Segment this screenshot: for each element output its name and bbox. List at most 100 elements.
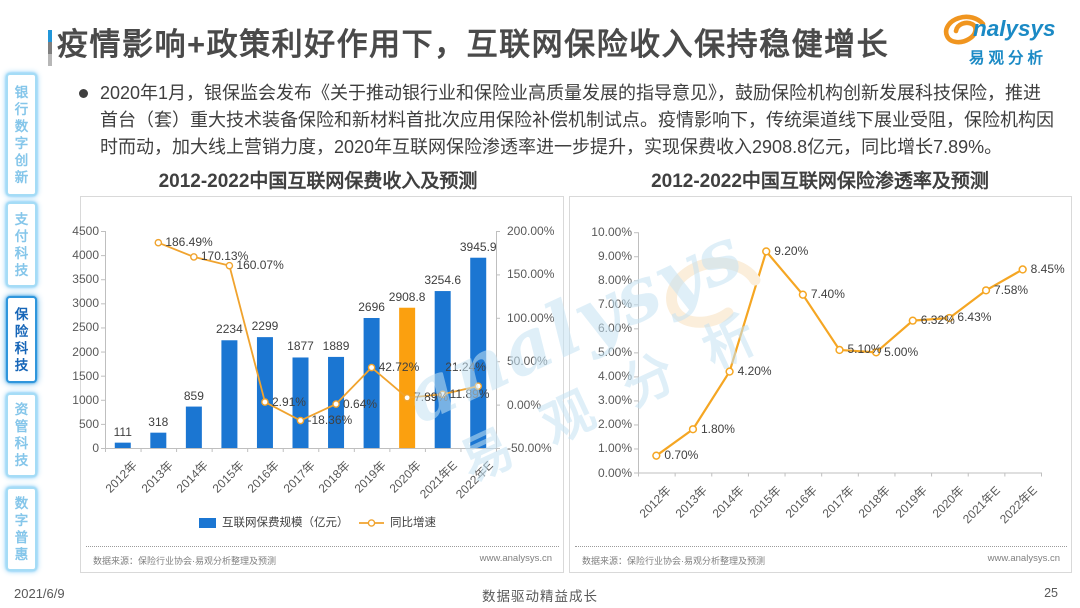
legend-line-label: 同比增速 [390, 517, 436, 529]
summary-line: 时而动，加大线上营销力度，2020年互联网保险渗透率进一步提升，实现保费收入29… [100, 137, 1003, 157]
growth-point-label: 42.72% [378, 360, 420, 375]
bar [221, 340, 238, 448]
y-axis-label: 4.00% [597, 369, 632, 384]
bar [470, 257, 487, 448]
growth-point-label: 0.64% [343, 396, 378, 411]
page-title: 疫情影响+政策利好作用下，互联网保险收入保持稳健增长 [57, 27, 890, 62]
right-chart: 0.00% 1.00% 2.00% 3.00% 4.00% 5.00% 6.00% 7.00%… [569, 196, 1072, 573]
bar-value-label: 2908.8 [388, 289, 426, 304]
right-axis-label: 0.00% [507, 397, 542, 412]
penetration-line-marker [945, 313, 954, 323]
y-axis-label: 3.00% [597, 393, 632, 408]
penetration-point-label: 0.70% [664, 448, 699, 463]
growth-point-label: -18.36% [307, 413, 353, 428]
bar [363, 317, 380, 448]
growth-line-marker [190, 253, 198, 261]
growth-line-marker [154, 238, 163, 247]
penetration-line-marker [908, 316, 917, 325]
bar-value-label: 2234 [216, 322, 243, 337]
penetration-line-marker [762, 247, 771, 256]
left-chart-title: 2012-2022中国互联网保费收入及预测 [158, 171, 478, 192]
logo-wordmark: nalysys [973, 16, 1056, 41]
right-chart-title: 2012-2022中国互联网保险渗透率及预测 [651, 171, 989, 192]
growth-point-label: 11.89% [449, 386, 490, 401]
sidebar-item-4[interactable]: 资管科技 [6, 393, 37, 477]
source-website-link[interactable]: www.analysys.cn [987, 553, 1060, 564]
left-axis-label: 4500 [72, 224, 99, 238]
source-separator [575, 546, 1067, 547]
penetration-line-marker [871, 348, 881, 357]
bar [292, 357, 309, 448]
growth-point-label: 186.49% [165, 235, 213, 250]
sidebar-item-1[interactable]: 银行数字创新 [6, 73, 37, 196]
right-axis-label: 150.00% [507, 267, 555, 282]
penetration-point-label: 7.58% [994, 282, 1029, 297]
y-axis-label: 9.00% [597, 249, 632, 264]
growth-line-marker [296, 416, 305, 425]
source-note: 数据来源：保险行业协会·易观分析整理及预测 [582, 556, 765, 566]
penetration-point-label: 4.20% [737, 364, 772, 379]
right-axis-label: 100.00% [507, 310, 555, 325]
left-chart: 0 500 1000 1500 2000 2500 3000 3500 4000 4500 -50.… [72, 196, 564, 573]
y-axis-label: 1.00% [597, 441, 632, 456]
left-axis-label: 0 [92, 441, 99, 455]
source-website-link[interactable]: www.analysys.cn [479, 553, 552, 564]
logo-swirl-stroke [943, 14, 986, 45]
penetration-point-label: 8.45% [1030, 261, 1065, 276]
left-axis-label: 3500 [72, 272, 99, 287]
sidebar-item-label: 支付科技 [14, 211, 29, 278]
bar [434, 291, 451, 448]
penetration-line-marker [798, 290, 808, 299]
growth-point-label: 160.07% [236, 258, 284, 273]
growth-line [157, 241, 479, 422]
left-axis-label: 2500 [72, 320, 99, 335]
left-axis-label: 1500 [72, 368, 99, 383]
legend-line-marker [367, 519, 376, 527]
sidebar-item-label: 资管科技 [14, 402, 29, 468]
source-separator [86, 546, 559, 547]
penetration-line-marker [688, 425, 698, 434]
growth-line-marker [438, 390, 447, 399]
bar-value-label: 1877 [287, 339, 314, 354]
sidebar-item-label: 数字普惠 [14, 496, 29, 562]
left-axis-label: 4000 [72, 248, 99, 263]
analysys-logo: nalysys 易观分析 [942, 12, 1072, 68]
left-axis-label: 2000 [72, 344, 99, 359]
footer-date: 2021/6/9 [14, 586, 65, 601]
sidebar-item-3-selected[interactable]: 保险科技 [6, 296, 37, 383]
sidebar-item-2[interactable]: 支付科技 [6, 202, 37, 287]
bar-highlighted [399, 307, 416, 448]
y-axis-label: 5.00% [597, 345, 632, 360]
penetration-point-label: 6.32% [920, 313, 955, 328]
growth-point-label: 21.24% [445, 359, 486, 374]
penetration-point-label: 1.80% [700, 421, 735, 436]
growth-point-label: 2.91% [271, 394, 306, 409]
sidebar-item-5[interactable]: 数字普惠 [6, 487, 37, 571]
sidebar-item-label: 银行数字创新 [14, 84, 29, 185]
source-note: 数据来源：保险行业协会·易观分析整理及预测 [93, 556, 276, 566]
bar [185, 406, 202, 448]
summary-line: 首台（套）重大技术装备保险和新材料首批次应用保险补偿机制试点。疫情影响下，传统渠… [100, 110, 1054, 130]
summary-line: 2020年1月，银保监会发布《关于推动银行业和保险业高质量发展的指导意见》，鼓励… [100, 83, 1042, 103]
legend-bar-label: 互联网保费规模（亿元） [222, 517, 349, 529]
growth-line-marker [332, 400, 340, 408]
growth-line-marker [225, 261, 234, 270]
right-axis-label: -50.00% [507, 441, 552, 455]
bar [114, 442, 131, 448]
bar [256, 337, 273, 448]
y-axis-label: 0.00% [597, 465, 632, 480]
growth-point-label: 170.13% [200, 249, 249, 264]
footer-slogan: 数据驱动精益成长 [482, 589, 598, 604]
growth-line-marker [474, 382, 483, 390]
growth-point-label: 7.89% [414, 390, 449, 405]
bar-value-label: 3945.9 [459, 239, 497, 254]
bar-value-label: 111 [113, 424, 132, 439]
right-axis-label: 200.00% [507, 224, 555, 238]
penetration-line-marker [981, 286, 991, 295]
logo-a-swirl-icon [943, 14, 986, 45]
sidebar-item-label: 保险科技 [14, 306, 29, 373]
left-axis-label: 500 [78, 416, 99, 431]
growth-line-marker [367, 363, 376, 372]
penetration-point-label: 7.40% [810, 287, 845, 302]
penetration-point-label: 6.43% [957, 310, 992, 325]
